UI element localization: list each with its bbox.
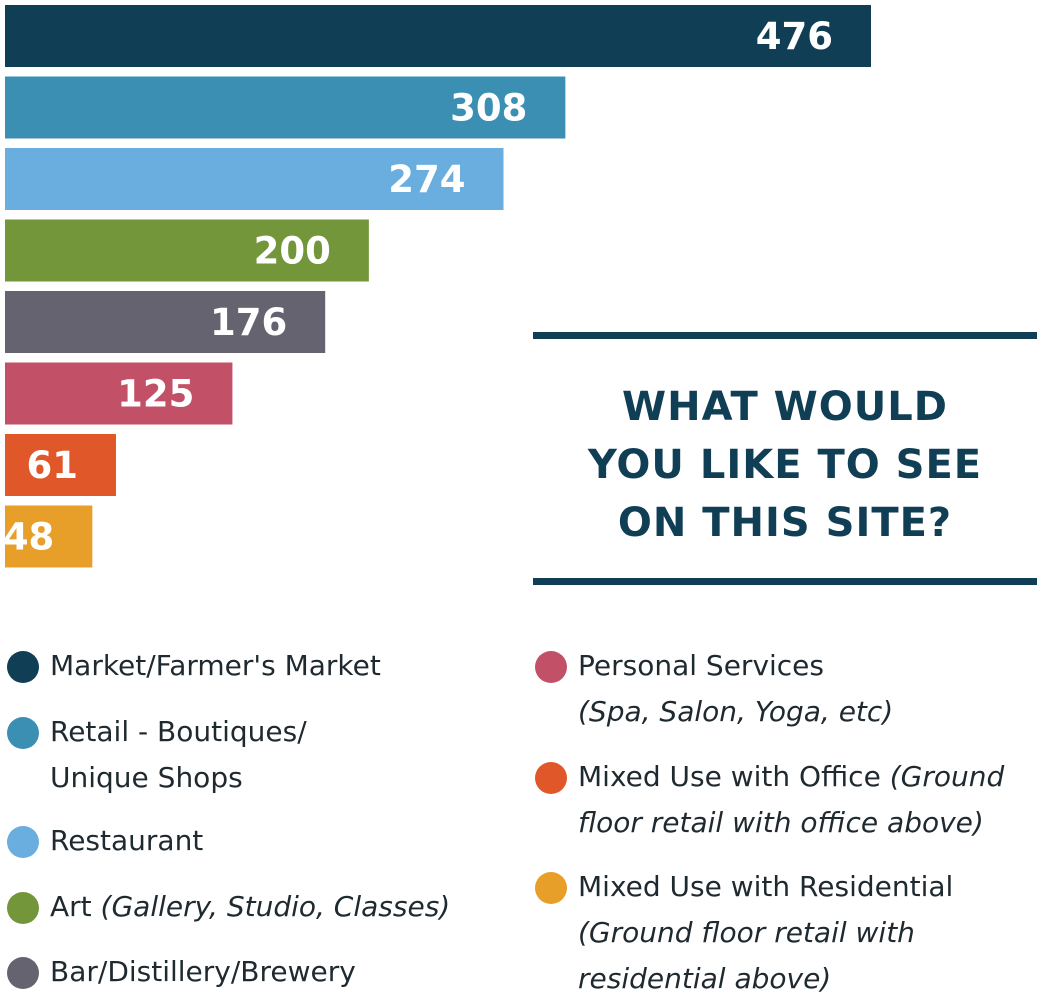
legend-label-bar: Bar/Distillery/Brewery <box>50 955 356 988</box>
bar-value-art: 200 <box>254 230 331 273</box>
legend-note-art: (Gallery, Studio, Classes) <box>100 890 451 923</box>
bar-art <box>5 219 369 282</box>
legend-dot-restaurant <box>7 826 39 858</box>
chart-title-line-3: ON THIS SITE? <box>617 500 953 546</box>
bar-bar <box>5 291 326 353</box>
legend-note-mixed-residential-line-2: residential above) <box>578 962 832 995</box>
bar-value-retail: 308 <box>450 87 527 130</box>
bar-value-mixed-office: 61 <box>26 444 78 487</box>
bar-value-bar: 176 <box>210 301 287 344</box>
bar-personal-services <box>5 362 233 425</box>
chart-title-line-1: WHAT WOULD <box>622 384 948 430</box>
bar-value-mixed-residential: 48 <box>3 516 55 559</box>
legend-dot-personal-services <box>535 651 567 683</box>
bar-restaurant <box>5 148 504 210</box>
legend-note-mixed-office-line-2: floor retail with office above) <box>578 806 984 839</box>
legend-dot-market <box>7 651 39 683</box>
bar-market <box>5 5 871 67</box>
legend-label-mixed-residential: Mixed Use with Residential <box>578 870 954 903</box>
legend-item-mixed-office: Mixed Use with Office (Ground floor reta… <box>535 754 1005 846</box>
legend-label-market: Market/Farmer's Market <box>50 649 381 682</box>
bar-mixed-residential <box>5 505 93 568</box>
bar-retail <box>5 76 566 139</box>
legend-label-restaurant: Restaurant <box>50 824 204 857</box>
legend-note-mixed-residential-line-1: (Ground floor retail with <box>578 916 915 949</box>
legend-label-retail-line-1: Retail - Boutiques/ <box>50 715 307 748</box>
legend-dot-retail <box>7 717 39 749</box>
legend-label-art: Art <box>50 890 101 923</box>
legend-dot-mixed-office <box>535 762 567 794</box>
title-rule-bottom <box>533 578 1037 585</box>
legend-label-retail-line-2: Unique Shops <box>50 761 243 794</box>
legend-item-restaurant: Restaurant <box>7 818 204 864</box>
legend-item-art: Art (Gallery, Studio, Classes) <box>7 884 451 930</box>
legend-dot-bar <box>7 957 39 989</box>
bar-value-personal-services: 125 <box>117 373 194 416</box>
legend-item-market: Market/Farmer's Market <box>7 643 381 689</box>
legend-item-mixed-residential: Mixed Use with Residential (Ground floor… <box>535 864 954 1002</box>
bar-value-market: 476 <box>756 15 833 58</box>
chart-title: WHAT WOULD YOU LIKE TO SEE ON THIS SITE? <box>533 378 1037 552</box>
legend-label-mixed-office: Mixed Use with Office <box>578 760 890 793</box>
legend-note-personal-services: (Spa, Salon, Yoga, etc) <box>578 695 894 728</box>
title-rule-top <box>533 332 1037 339</box>
bar-chart: 476 308 274 200 176 125 61 48 <box>3 5 871 568</box>
chart-title-line-2: YOU LIKE TO SEE <box>587 442 983 488</box>
legend-dot-mixed-residential <box>535 872 567 904</box>
bar-value-restaurant: 274 <box>388 158 465 201</box>
legend-label-personal-services: Personal Services <box>578 649 824 682</box>
legend-item-bar: Bar/Distillery/Brewery <box>7 949 356 995</box>
legend-note-mixed-office-line-1: (Ground <box>889 760 1005 793</box>
legend-item-retail: Retail - Boutiques/ Unique Shops <box>7 709 307 801</box>
bar-mixed-office <box>5 434 116 496</box>
legend-dot-art <box>7 892 39 924</box>
legend-item-personal-services: Personal Services (Spa, Salon, Yoga, etc… <box>535 643 894 735</box>
